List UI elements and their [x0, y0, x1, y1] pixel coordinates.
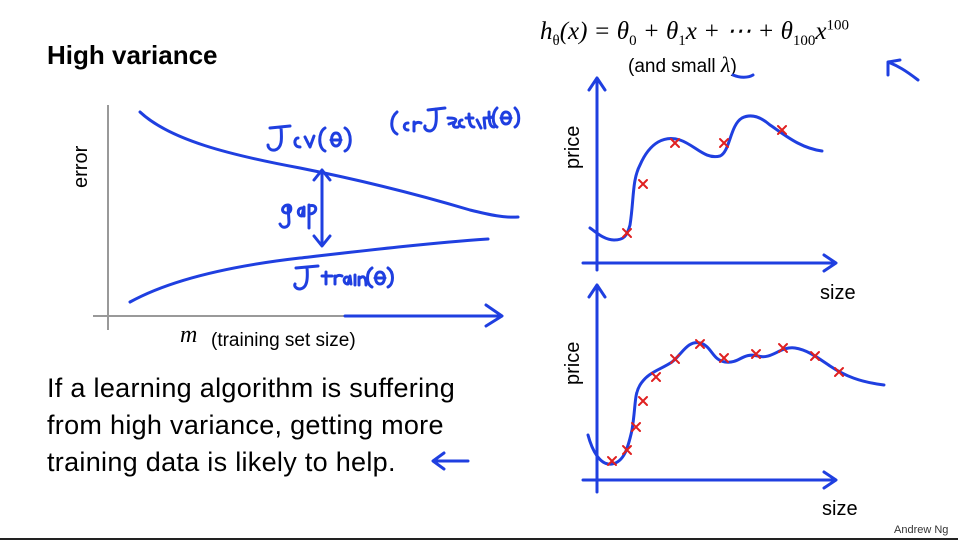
top-fit-curve — [588, 114, 824, 242]
bottom-plot-data-point — [651, 372, 661, 382]
m-variable: m — [180, 322, 198, 348]
bottom-plot-data-point — [834, 367, 844, 377]
bottom-plot-data-point — [622, 445, 632, 455]
jtest-handwriting — [390, 106, 521, 136]
author-credit: Andrew Ng — [894, 524, 949, 536]
gap-arrow — [312, 168, 332, 248]
top-plot-data-point — [777, 125, 787, 135]
top-plot-data-point — [670, 138, 680, 148]
jtrain-handwriting — [293, 264, 394, 291]
top-plot-data-point — [638, 179, 648, 189]
jcv-handwriting — [266, 124, 352, 153]
bottom-plot-data-point — [607, 456, 617, 466]
jcv-curve — [138, 110, 520, 219]
bottom-plot-data-point — [631, 422, 641, 432]
size-label-top: size — [820, 282, 856, 304]
bottom-plot-data-point — [695, 339, 705, 349]
lambda-underline — [731, 73, 755, 79]
bottom-plot-data-point — [751, 349, 761, 359]
small-lambda-note: (and small λ) — [628, 52, 737, 77]
bottom-plot-x-axis — [581, 470, 838, 490]
learning-curve-axes — [93, 105, 480, 330]
slide-title: High variance — [47, 40, 218, 70]
body-arrow — [431, 451, 470, 471]
bottom-plot-data-point — [778, 343, 788, 353]
bottom-fit-curve — [586, 341, 886, 466]
jtrain-curve — [128, 237, 490, 304]
body-text: If a learning algorithm is suffering fro… — [47, 373, 456, 477]
top-plot-x-axis — [581, 253, 838, 273]
bottom-rule — [0, 538, 958, 540]
gap-handwriting — [278, 203, 318, 230]
training-set-size-label: (training set size) — [211, 330, 356, 351]
formula-pointer-arrow — [886, 58, 920, 82]
bottom-plot-data-point — [670, 354, 680, 364]
bottom-plot-data-point — [719, 353, 729, 363]
top-plot-y-axis — [587, 76, 607, 272]
m-axis-arrow — [343, 303, 504, 328]
hypothesis-formula: hθ(x) = θ0 + θ1x + ⋯ + θ100x100 — [540, 17, 849, 49]
bottom-plot-data-point — [638, 396, 648, 406]
bottom-plot-data-point — [810, 351, 820, 361]
size-label-bottom: size — [822, 498, 858, 520]
top-plot-data-point — [622, 228, 632, 238]
top-plot-data-point — [719, 138, 729, 148]
